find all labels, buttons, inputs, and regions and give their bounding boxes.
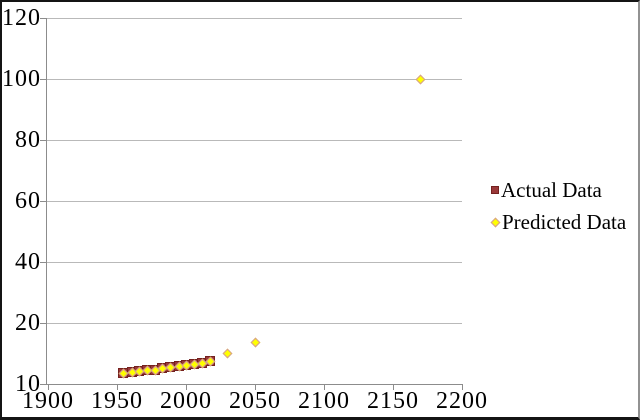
x-tick-label: 1900: [22, 388, 74, 414]
y-tick-label: 120: [2, 5, 41, 31]
x-tick-label: 2150: [367, 388, 419, 414]
gridline: [47, 18, 462, 19]
x-axis-line: [46, 384, 463, 385]
y-tick: [40, 384, 46, 385]
x-tick-label: 2050: [229, 388, 281, 414]
x-tick-label: 2200: [436, 388, 488, 414]
x-tick: [255, 385, 256, 390]
data-point-diamond: [250, 337, 260, 348]
x-tick: [48, 385, 49, 390]
legend: Actual Data Predicted Data: [490, 174, 627, 238]
x-tick: [462, 385, 463, 390]
data-point-diamond: [222, 348, 233, 359]
gridline: [47, 323, 462, 324]
y-axis-line: [46, 18, 47, 385]
x-tick-label: 1950: [91, 388, 143, 414]
legend-label-predicted-data: Predicted Data: [502, 209, 627, 234]
x-tick-label: 2000: [160, 388, 212, 414]
data-point-diamond: [415, 74, 426, 84]
y-tick: [40, 140, 46, 141]
gridline: [47, 140, 462, 141]
y-tick: [40, 262, 46, 263]
y-tick-label: 80: [15, 127, 41, 153]
y-tick-label: 40: [15, 249, 41, 275]
y-tick: [40, 201, 46, 202]
x-tick: [117, 385, 118, 390]
y-tick-label: 10: [15, 371, 41, 397]
actual-data-marker-icon: [491, 186, 499, 194]
legend-item-actual-data: Actual Data: [491, 174, 626, 206]
predicted-data-marker-icon: [490, 217, 501, 227]
x-tick: [186, 385, 187, 390]
y-tick-label: 100: [2, 66, 41, 92]
x-tick: [393, 385, 394, 390]
y-tick: [40, 79, 46, 80]
x-tick-label: 2100: [298, 388, 350, 414]
y-tick: [40, 18, 46, 19]
y-tick-label: 20: [15, 310, 41, 336]
gridline: [47, 79, 462, 80]
y-tick: [40, 323, 46, 324]
y-tick-label: 60: [15, 188, 41, 214]
legend-label-actual-data: Actual Data: [501, 177, 602, 202]
x-tick: [324, 385, 325, 390]
gridline: [47, 262, 462, 263]
legend-item-predicted-data: Predicted Data: [490, 206, 627, 238]
gridline: [47, 201, 462, 202]
